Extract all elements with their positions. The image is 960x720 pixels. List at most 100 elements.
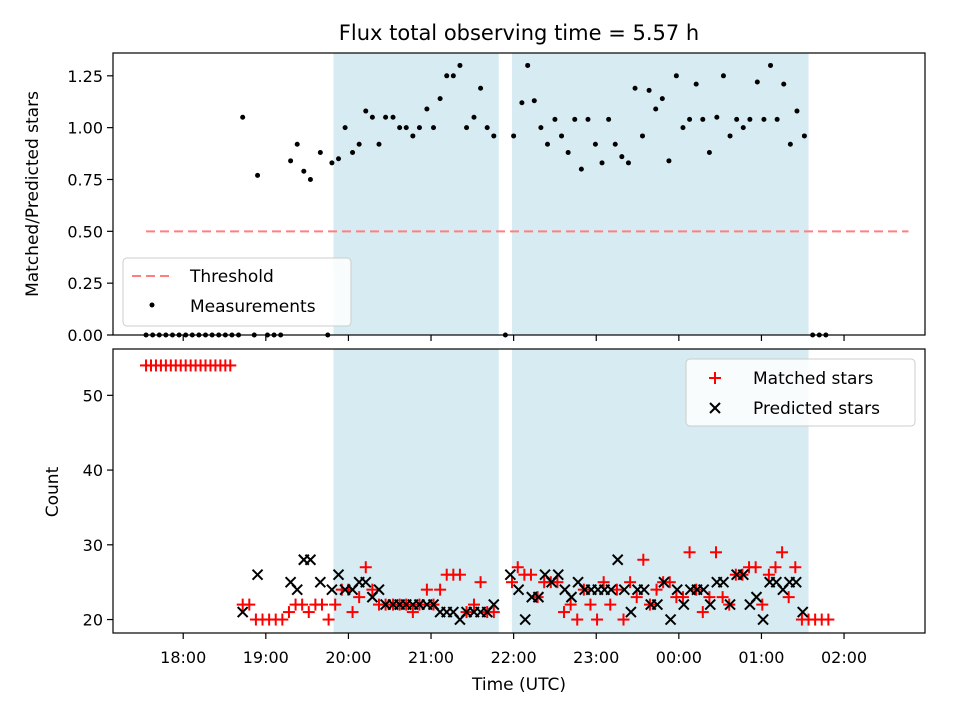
measurement-point bbox=[431, 125, 437, 131]
measurement-point bbox=[747, 116, 753, 122]
matched-point bbox=[696, 606, 709, 619]
bottom-y-ticks: 20 30 40 50 bbox=[83, 386, 113, 630]
predicted-point bbox=[314, 576, 327, 588]
matched-legend-swatch bbox=[709, 372, 721, 384]
measurement-point bbox=[491, 133, 497, 139]
measurement-point bbox=[727, 133, 733, 139]
matched-point bbox=[584, 598, 597, 611]
measurement-point bbox=[787, 141, 793, 147]
matched-point bbox=[769, 561, 782, 574]
predicted-point bbox=[757, 613, 769, 626]
matched-point bbox=[366, 583, 379, 596]
measurement-point bbox=[356, 141, 362, 147]
matched-point bbox=[617, 613, 630, 626]
matched-point bbox=[406, 606, 419, 619]
top-y-axis-label: Matched/Predicted stars bbox=[23, 91, 43, 297]
matched-point bbox=[282, 606, 295, 619]
top-y-ticks: 0.00 0.25 0.50 0.75 1.00 1.25 bbox=[67, 67, 113, 345]
matched-point bbox=[296, 598, 309, 611]
matched-point bbox=[650, 583, 663, 596]
predicted-point bbox=[724, 598, 736, 611]
top-y-tick-label: 0.25 bbox=[67, 274, 103, 293]
observing-window-top-1 bbox=[511, 53, 809, 335]
matched-point bbox=[591, 613, 604, 626]
measurement-point bbox=[720, 73, 726, 79]
matched-point bbox=[624, 576, 637, 589]
measurement-point bbox=[578, 166, 584, 172]
observing-windows-bottom bbox=[333, 349, 809, 633]
matched-point bbox=[322, 613, 335, 626]
bottom-y-tick-label: 40 bbox=[83, 461, 103, 480]
measurement-point bbox=[376, 141, 382, 147]
matched-point bbox=[359, 561, 372, 574]
x-tick-label: 21:00 bbox=[408, 648, 454, 667]
matched-point bbox=[329, 598, 342, 611]
measurement-point bbox=[457, 62, 463, 68]
measurement-point bbox=[350, 150, 356, 156]
measurement-point bbox=[294, 141, 300, 147]
matched-point bbox=[762, 568, 775, 581]
measurement-point bbox=[794, 108, 800, 114]
measurement-point bbox=[612, 141, 618, 147]
predicted-point bbox=[750, 591, 763, 603]
matched-point bbox=[434, 583, 447, 596]
predicted-point bbox=[717, 576, 730, 588]
measurement-point bbox=[606, 116, 612, 122]
bottom-x-ticks: 18:00 19:00 20:00 21:00 22:00 23:00 00:00 01:00… bbox=[160, 633, 867, 667]
matched-point bbox=[571, 613, 584, 626]
predicted-point bbox=[565, 591, 578, 603]
measurement-point bbox=[519, 100, 525, 106]
predicted-point bbox=[605, 583, 617, 596]
bottom-legend: Matched stars Predicted stars bbox=[685, 358, 916, 427]
bottom-y-tick-label: 20 bbox=[83, 611, 103, 630]
matched-point bbox=[315, 598, 328, 611]
predicted-point bbox=[504, 568, 517, 581]
measurement-point bbox=[599, 160, 605, 166]
matched-point bbox=[558, 606, 571, 619]
matched-point bbox=[524, 568, 537, 581]
bottom-y-tick-label: 50 bbox=[83, 386, 103, 405]
measurement-point bbox=[632, 85, 638, 91]
measurement-point bbox=[301, 168, 307, 174]
matched-point bbox=[474, 576, 487, 589]
measurement-point bbox=[768, 62, 774, 68]
top-y-tick-label: 0.75 bbox=[67, 170, 103, 189]
x-axis-label: Time (UTC) bbox=[471, 675, 566, 695]
observing-window-bottom-0 bbox=[333, 349, 499, 633]
top-y-tick-label: 0.00 bbox=[67, 326, 103, 345]
matched-point bbox=[776, 546, 789, 559]
measurement-point bbox=[525, 62, 531, 68]
measurement-point bbox=[336, 156, 342, 162]
x-tick-label: 22:00 bbox=[491, 648, 537, 667]
matched-point bbox=[511, 561, 524, 574]
matched-point bbox=[467, 598, 480, 611]
top-y-tick-label: 1.00 bbox=[67, 119, 103, 138]
predicted-legend-swatch bbox=[709, 402, 721, 414]
predicted-point bbox=[612, 554, 624, 566]
predicted-point bbox=[618, 583, 631, 596]
matched-point bbox=[756, 598, 769, 611]
predicted-point bbox=[304, 554, 317, 566]
measurement-point bbox=[511, 133, 517, 139]
measurement-point bbox=[390, 114, 396, 120]
predicted-point bbox=[697, 583, 710, 596]
x-tick-label: 20:00 bbox=[325, 648, 371, 667]
matched-point bbox=[551, 576, 564, 589]
measurement-point bbox=[706, 150, 712, 156]
chart-title: Flux total observing time = 5.57 h bbox=[339, 21, 699, 45]
matched-point bbox=[224, 359, 237, 372]
matched-point bbox=[822, 613, 835, 626]
measurement-point bbox=[761, 116, 767, 122]
predicted-point bbox=[658, 576, 670, 588]
matched-point bbox=[637, 553, 650, 566]
top-axes-frame bbox=[112, 52, 926, 336]
matched-point bbox=[789, 561, 802, 574]
predicted-point bbox=[326, 583, 338, 596]
measurement-point bbox=[450, 73, 456, 79]
predicted-point bbox=[512, 583, 525, 596]
measurement-point bbox=[444, 73, 450, 79]
predicted-legend-label: Predicted stars bbox=[753, 399, 880, 419]
measurement-point bbox=[307, 176, 313, 182]
measurement-point bbox=[680, 125, 686, 131]
measurement-point bbox=[565, 150, 571, 156]
